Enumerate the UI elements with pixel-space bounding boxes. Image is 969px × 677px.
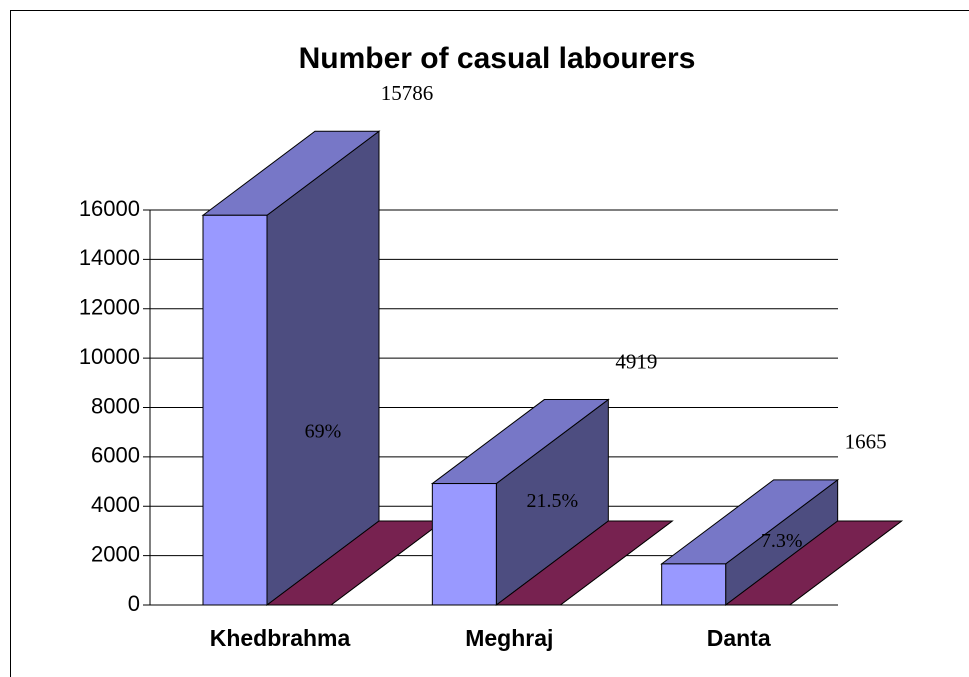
y-tick-label: 6000 <box>91 443 140 468</box>
y-tick-label: 0 <box>128 591 140 616</box>
y-tick-label: 12000 <box>79 295 140 320</box>
value-label: 15786 <box>381 81 434 105</box>
bar <box>661 563 727 606</box>
y-tick-label: 8000 <box>91 393 140 418</box>
bar-top <box>724 520 904 606</box>
value-label: 4919 <box>615 349 657 373</box>
percentage-label: 21.5% <box>526 490 578 512</box>
value-label: 1665 <box>845 430 887 454</box>
bar-top <box>494 520 674 606</box>
y-tick-label: 16000 <box>79 196 140 221</box>
y-tick-label: 2000 <box>91 541 140 566</box>
x-tick-label: Meghraj <box>465 625 553 651</box>
y-tick-label: 4000 <box>91 492 140 517</box>
x-tick-label: Khedbrahma <box>210 625 351 651</box>
percentage-label: 69% <box>305 421 342 443</box>
bar <box>202 214 268 606</box>
y-tick-label: 14000 <box>79 245 140 270</box>
x-tick-label: Danta <box>707 625 771 651</box>
percentage-label: 7.3% <box>761 530 803 552</box>
y-tick-label: 10000 <box>79 344 140 369</box>
bar <box>431 483 497 606</box>
chart-title: Number of casual labourers <box>299 42 696 75</box>
